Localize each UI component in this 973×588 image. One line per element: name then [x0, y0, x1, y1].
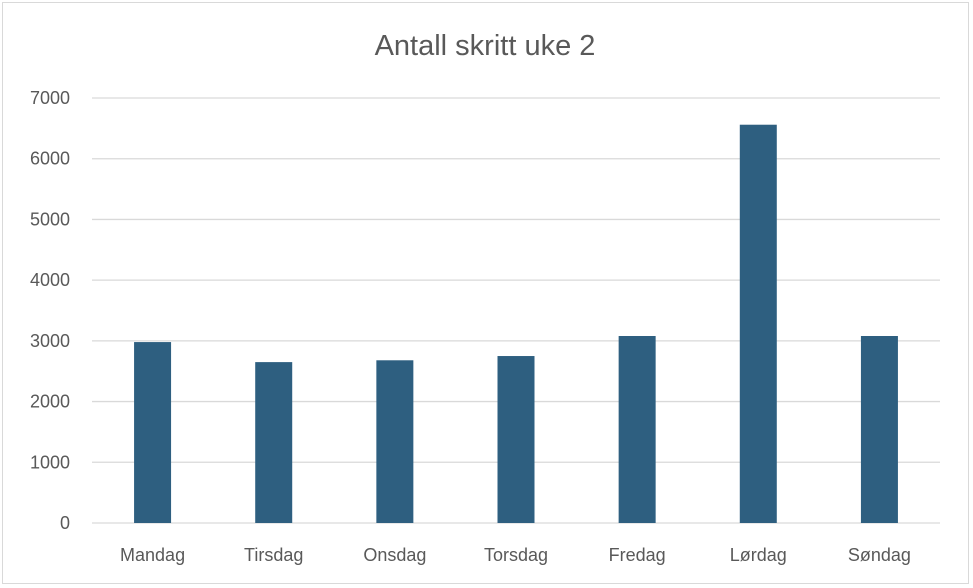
bar-fredag — [618, 336, 656, 523]
bar-torsdag — [497, 356, 535, 523]
y-tick-label: 1000 — [30, 452, 70, 472]
y-tick-label: 0 — [60, 513, 70, 533]
x-tick-label: Lørdag — [730, 545, 787, 565]
chart-title: Antall skritt uke 2 — [375, 30, 596, 62]
y-tick-label: 7000 — [30, 88, 70, 108]
x-tick-label: Onsdag — [363, 545, 426, 565]
x-tick-label: Mandag — [120, 545, 185, 565]
x-tick-label: Fredag — [609, 545, 666, 565]
x-tick-label: Tirsdag — [244, 545, 303, 565]
x-tick-label: Søndag — [848, 545, 911, 565]
bar-tirsdag — [255, 362, 293, 523]
y-tick-label: 2000 — [30, 392, 70, 412]
y-tick-label: 5000 — [30, 209, 70, 229]
x-tick-label: Torsdag — [484, 545, 548, 565]
y-tick-label: 6000 — [30, 149, 70, 169]
bar-mandag — [134, 342, 172, 523]
y-tick-label: 4000 — [30, 270, 70, 290]
bar-søndag — [860, 336, 898, 523]
bar-onsdag — [376, 360, 414, 523]
bar-lørdag — [739, 124, 777, 523]
y-tick-label: 3000 — [30, 331, 70, 351]
